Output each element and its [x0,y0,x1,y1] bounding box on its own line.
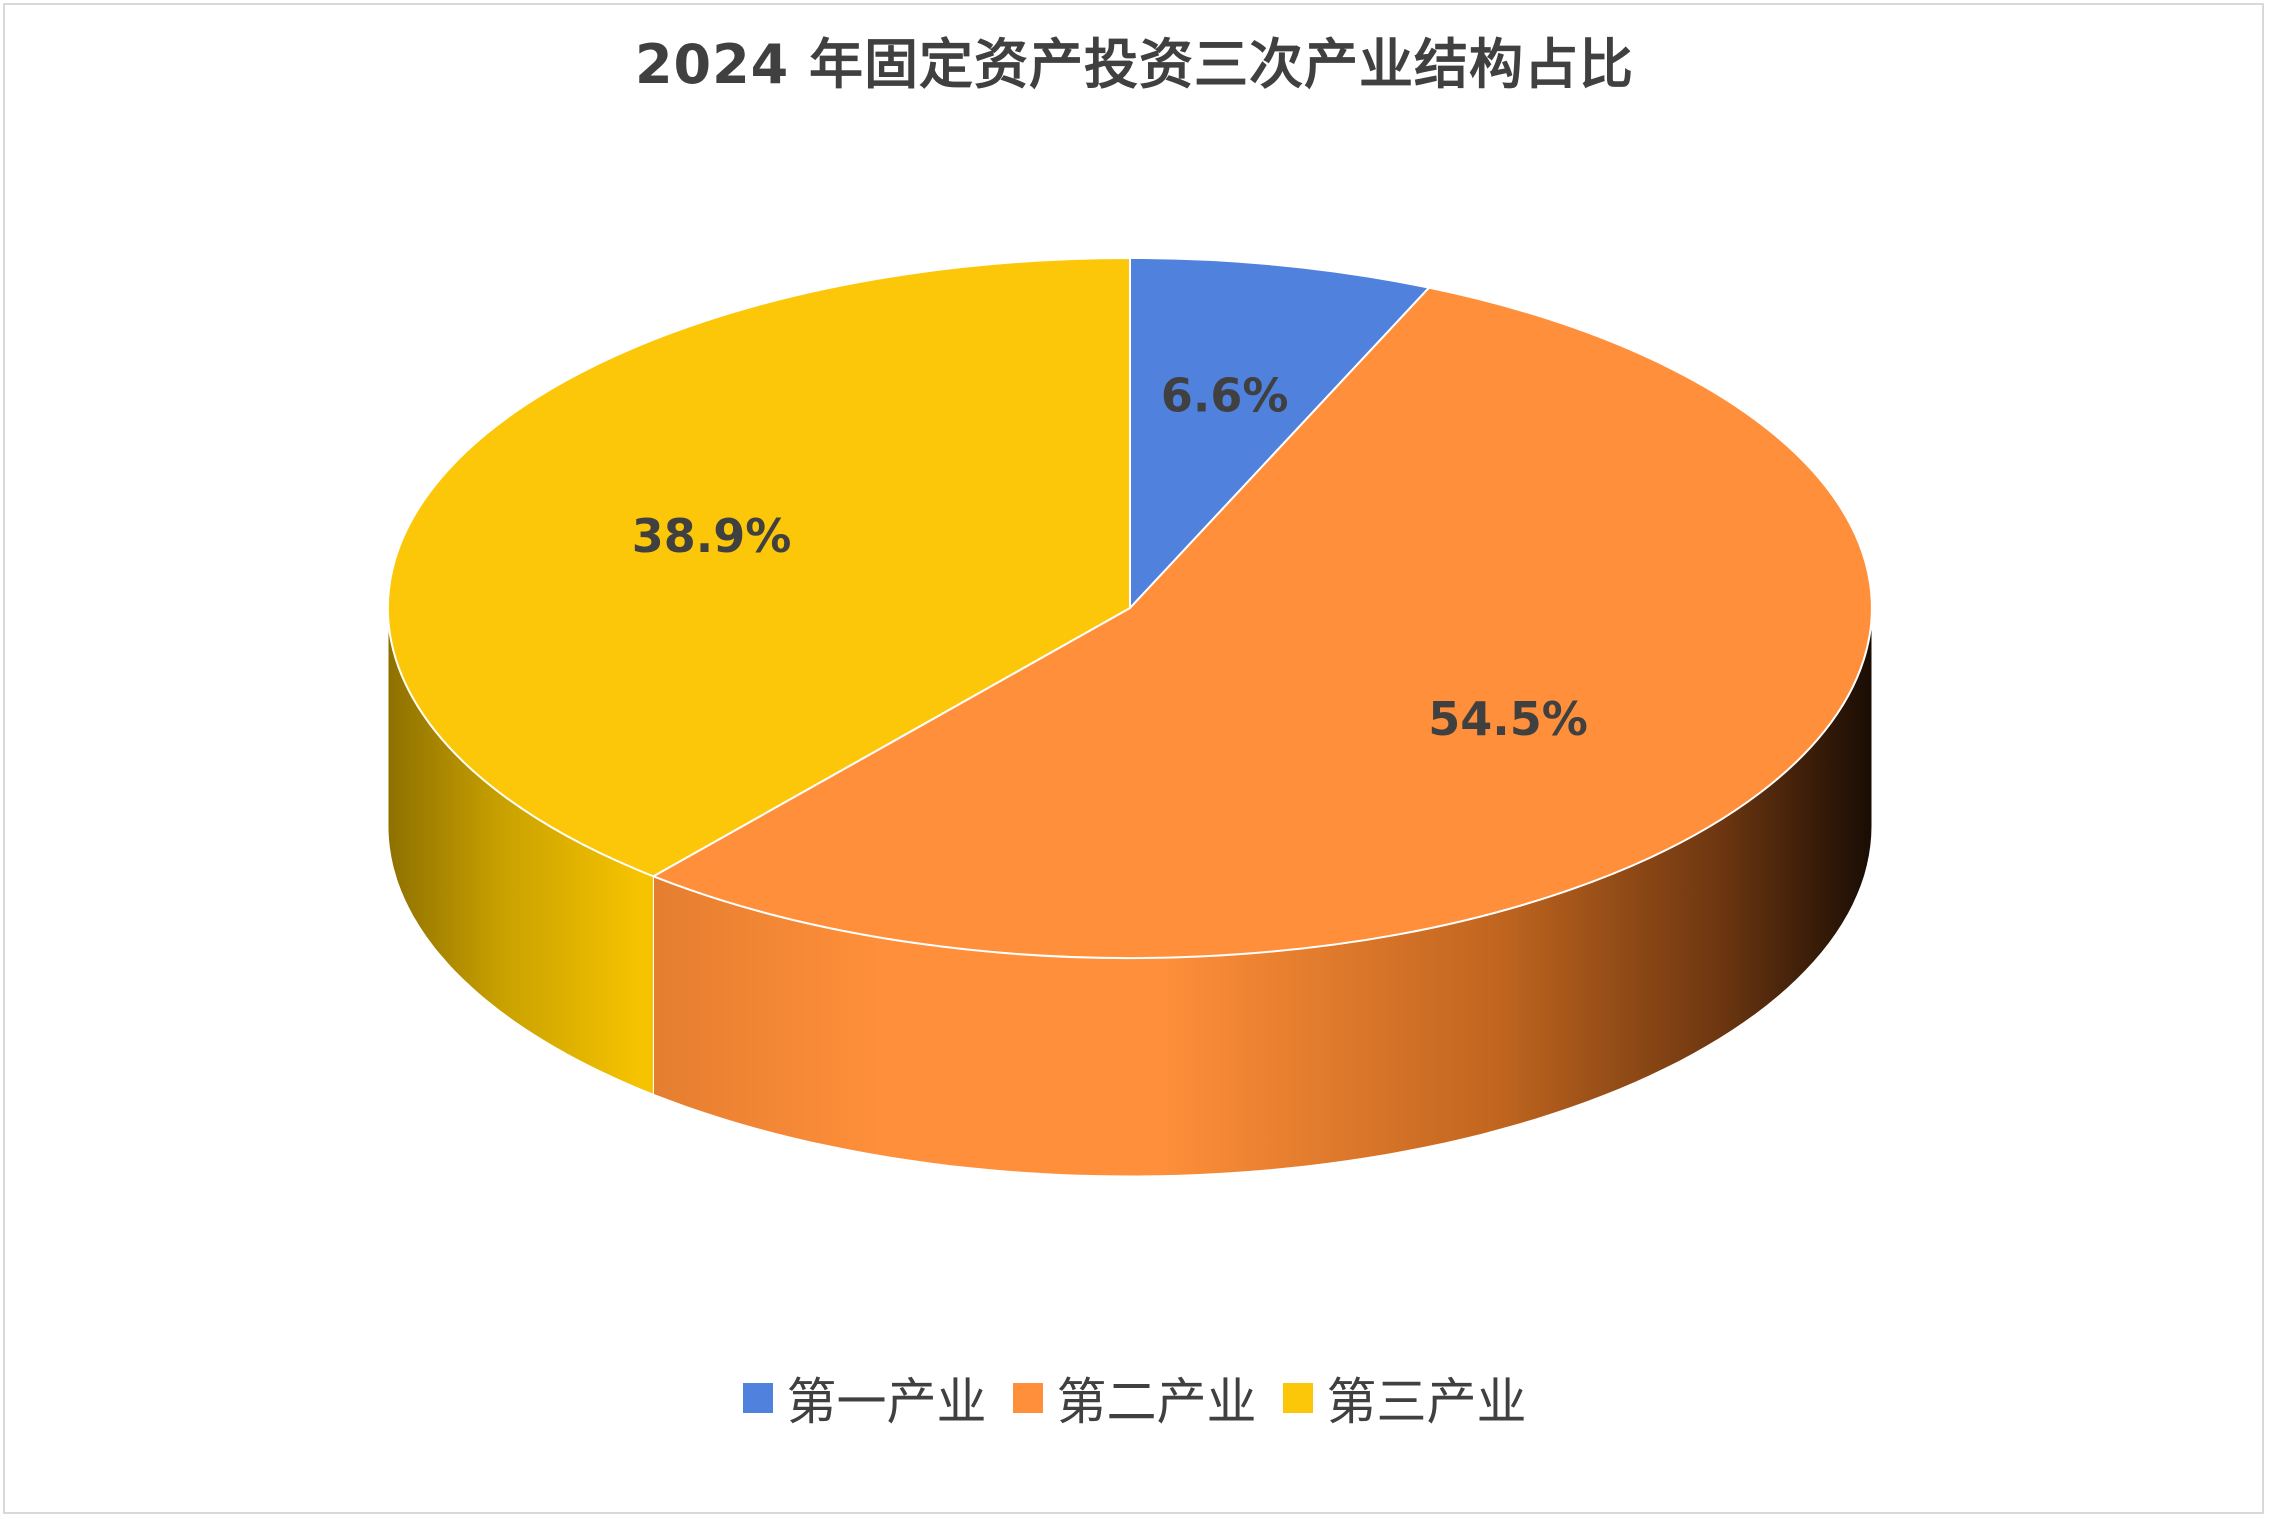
chart-title: 2024 年固定资产投资三次产业结构占比 [634,33,1635,96]
pie-tops [386,257,1873,959]
legend-label-primary: 第一产业 [786,1373,987,1431]
legend-swatch-secondary [1012,1383,1043,1413]
legend-item-tertiary: 第三产业 [1282,1362,1527,1434]
pie-data-labels: 6.6% 54.5% 38.9% [632,369,1588,746]
data-label-tertiary: 38.9% [632,509,792,563]
pie-slice-secondary [652,286,1873,959]
data-label-secondary: 54.5% [1428,692,1588,746]
legend-item-secondary: 第二产业 [1012,1362,1257,1434]
legend-item-primary: 第一产业 [742,1362,987,1434]
data-label-primary: 6.6% [1161,369,1289,423]
pie-slice-primary [1129,257,1430,609]
legend-label-tertiary: 第三产业 [1326,1373,1527,1431]
legend-swatch-primary [742,1383,773,1413]
legend-label-secondary: 第二产业 [1056,1373,1257,1431]
legend: 第一产业 第二产业 第三产业 [0,1362,2269,1434]
pie-slice-tertiary [386,257,1131,878]
legend-swatch-tertiary [1282,1383,1313,1413]
